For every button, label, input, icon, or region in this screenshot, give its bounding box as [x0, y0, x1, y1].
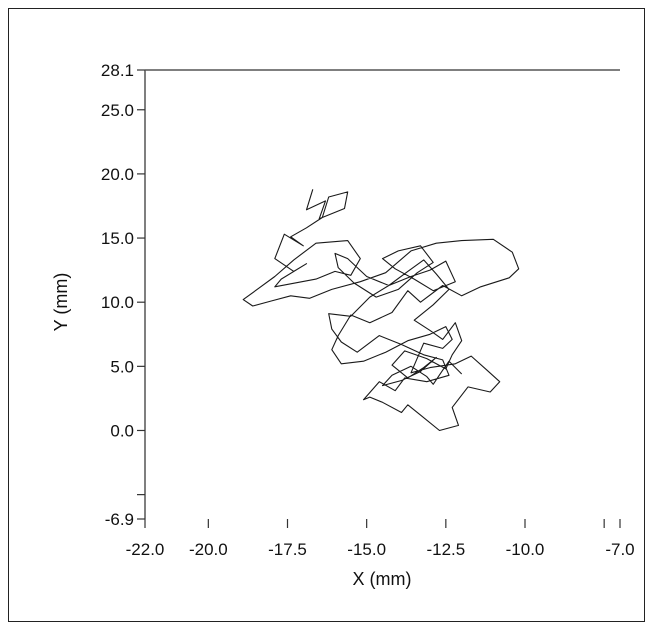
trajectory-line-1 — [242, 189, 520, 432]
y-tick-label: 20.0 — [101, 165, 134, 184]
y-tick-label: 28.1 — [101, 61, 134, 80]
y-tick-label: 0.0 — [110, 421, 134, 440]
y-tick-label: 15.0 — [101, 229, 134, 248]
y-axis-label: Y (mm) — [51, 273, 71, 332]
x-axis-label: X (mm) — [353, 569, 412, 589]
y-tick-label: 5.0 — [110, 357, 134, 376]
x-tick-label: -17.5 — [268, 540, 307, 559]
chart-frame — [8, 8, 645, 622]
x-tick-label: -10.0 — [506, 540, 545, 559]
axes — [144, 69, 620, 519]
x-tick-label: -7.0 — [605, 540, 634, 559]
y-tick-label: -6.9 — [105, 510, 134, 529]
x-tick-label: -22.0 — [126, 540, 165, 559]
x-tick-label: -12.5 — [426, 540, 465, 559]
y-tick-label: 10.0 — [101, 293, 134, 312]
x-tick-label: -15.0 — [347, 540, 386, 559]
x-tick-label: -20.0 — [189, 540, 228, 559]
y-axis-ticks: -6.9 0.0 5.0 10.0 15.0 20.0 25.0 28.1 — [101, 61, 145, 529]
y-tick-label: 25.0 — [101, 101, 134, 120]
series-group — [242, 189, 520, 432]
x-axis-ticks: -22.0 -20.0 -17.5 -15.0 -12.5 -10.0 -7.0 — [126, 519, 635, 559]
